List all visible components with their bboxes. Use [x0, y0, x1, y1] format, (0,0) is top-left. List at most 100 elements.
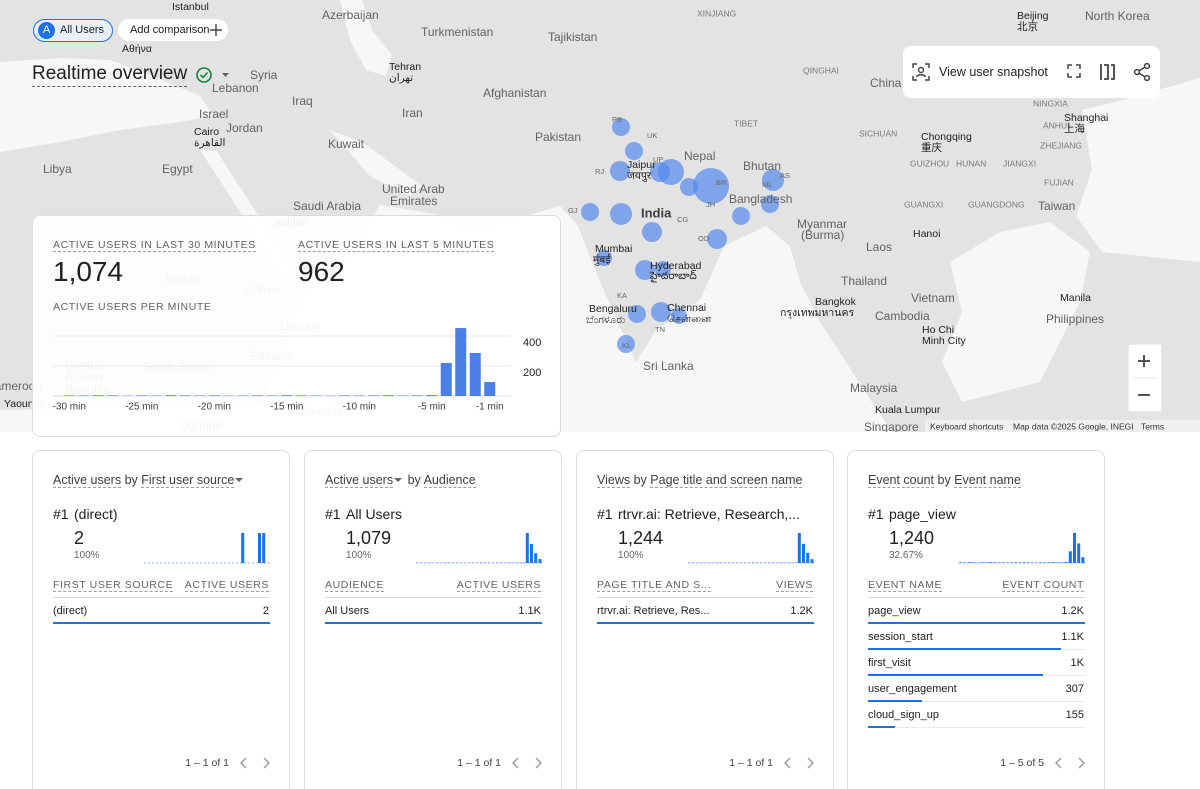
metric[interactable]: Active users: [53, 473, 122, 488]
bar: [208, 395, 220, 396]
dropdown-caret[interactable]: [394, 477, 403, 482]
spark-bar: [1022, 562, 1026, 563]
metric[interactable]: Active users: [325, 473, 394, 488]
x-tick-label: -25 min: [125, 402, 158, 413]
map-label: Sri Lanka: [643, 359, 694, 373]
next-page[interactable]: [1078, 757, 1086, 769]
dimension[interactable]: Event name: [954, 473, 1021, 488]
map-label: กรุงเทพมหานคร: [780, 307, 854, 319]
y-tick-label: 400: [523, 337, 541, 349]
next-page[interactable]: [263, 757, 271, 769]
zoom-controls: [1127, 343, 1163, 413]
pagination: 1 – 5 of 5: [1000, 757, 1044, 769]
spark-bar: [1068, 551, 1072, 563]
row-bar: [868, 622, 1085, 624]
map-label: KL: [622, 341, 631, 350]
prev-page[interactable]: [511, 757, 519, 769]
spark-bar: [241, 533, 245, 563]
map-label: Beijing: [1017, 10, 1049, 22]
next-page[interactable]: [535, 757, 543, 769]
metric[interactable]: Event count: [868, 473, 935, 488]
metric[interactable]: Views: [597, 473, 631, 488]
map-label: GJ: [568, 206, 578, 215]
prev-page[interactable]: [239, 757, 247, 769]
dimension[interactable]: Page title and screen name: [650, 473, 803, 488]
map-label: CG: [677, 215, 688, 224]
map-label: Philippines: [1046, 312, 1104, 326]
toolbar: View user snapshot: [903, 46, 1160, 98]
card-title: Active users by Audience: [325, 473, 476, 488]
spark-bar: [258, 533, 261, 563]
map-label: Cambodia: [875, 309, 930, 323]
spark-bar: [797, 533, 801, 563]
add-comparison[interactable]: Add comparison: [118, 19, 228, 41]
map-data: Map data ©2025 Google, INEGI: [1013, 421, 1134, 431]
map-label: Egypt: [162, 162, 193, 176]
next-page[interactable]: [807, 757, 815, 769]
top-share: 100%: [346, 550, 372, 561]
title-dropdown[interactable]: [222, 73, 229, 77]
spark-bar: [993, 562, 997, 563]
row-value: 1K: [1070, 657, 1084, 669]
pager-arrows: [1054, 757, 1086, 769]
dropdown-caret[interactable]: [235, 477, 244, 482]
bar: [426, 395, 438, 396]
top-share: 100%: [618, 550, 644, 561]
rank: #1: [325, 506, 341, 522]
column-header: PAGE TITLE AND S...: [597, 579, 712, 592]
map-label: Tehran: [389, 61, 421, 73]
metric-label: ACTIVE USERS IN LAST 30 MINUTES: [53, 239, 256, 252]
map-label: UK: [647, 131, 657, 140]
spark-bar: [959, 562, 963, 563]
card-title: Event count by Event name: [868, 473, 1021, 488]
zoom-in[interactable]: [1138, 355, 1150, 367]
dimension[interactable]: First user source: [141, 473, 235, 488]
prev-page[interactable]: [1054, 757, 1062, 769]
segment-chip[interactable]: A All Users: [33, 19, 113, 42]
map-label: Iran: [402, 106, 423, 120]
spark-bar: [1001, 562, 1005, 563]
map-label: القاهرة: [194, 137, 226, 149]
pagination: 1 – 1 of 1: [457, 757, 501, 769]
map-label: Thailand: [841, 274, 887, 288]
segment-name: All Users: [60, 24, 105, 36]
dimension[interactable]: Audience: [423, 473, 476, 488]
map-label: Chongqing: [921, 131, 972, 143]
fullscreen[interactable]: [1067, 64, 1081, 78]
map-label: Taiwan: [1038, 199, 1075, 213]
map-label: Bengaluru: [589, 303, 637, 315]
by: by: [124, 473, 138, 487]
bar: [295, 395, 307, 396]
spark-bar: [1077, 543, 1081, 563]
map-label: 上海: [1064, 122, 1086, 135]
compare[interactable]: [1100, 64, 1115, 80]
rank: #1: [597, 506, 613, 522]
map-bubbles: [581, 118, 784, 353]
sparkline: [416, 533, 542, 564]
spark-bar: [989, 562, 992, 563]
row-value: 1.1K: [518, 605, 541, 617]
map-label: Minh City: [922, 335, 967, 347]
plus-icon: [210, 24, 222, 36]
x-tick-label: -20 min: [198, 402, 231, 413]
spark-bar: [1064, 562, 1068, 563]
row-track: [868, 727, 1085, 728]
view-snapshot[interactable]: View user snapshot: [939, 65, 1048, 79]
bar: [281, 395, 293, 396]
prev-page[interactable]: [783, 757, 791, 769]
row-bar: [868, 648, 1061, 650]
bar: [92, 395, 104, 396]
bar: [179, 395, 191, 396]
share[interactable]: [1133, 63, 1151, 81]
bar: [411, 395, 423, 396]
keyboard-shortcuts[interactable]: Keyboard shortcuts: [930, 421, 1003, 431]
column-header: FIRST USER SOURCE: [53, 579, 174, 592]
map-label: Syria: [250, 68, 278, 82]
terms[interactable]: Terms: [1141, 421, 1164, 431]
bar: [382, 395, 394, 396]
top-item: All Users: [346, 506, 403, 522]
top-share: 32.67%: [889, 550, 923, 561]
map-label: ZHEJIANG: [1040, 140, 1082, 150]
by: by: [407, 473, 421, 487]
